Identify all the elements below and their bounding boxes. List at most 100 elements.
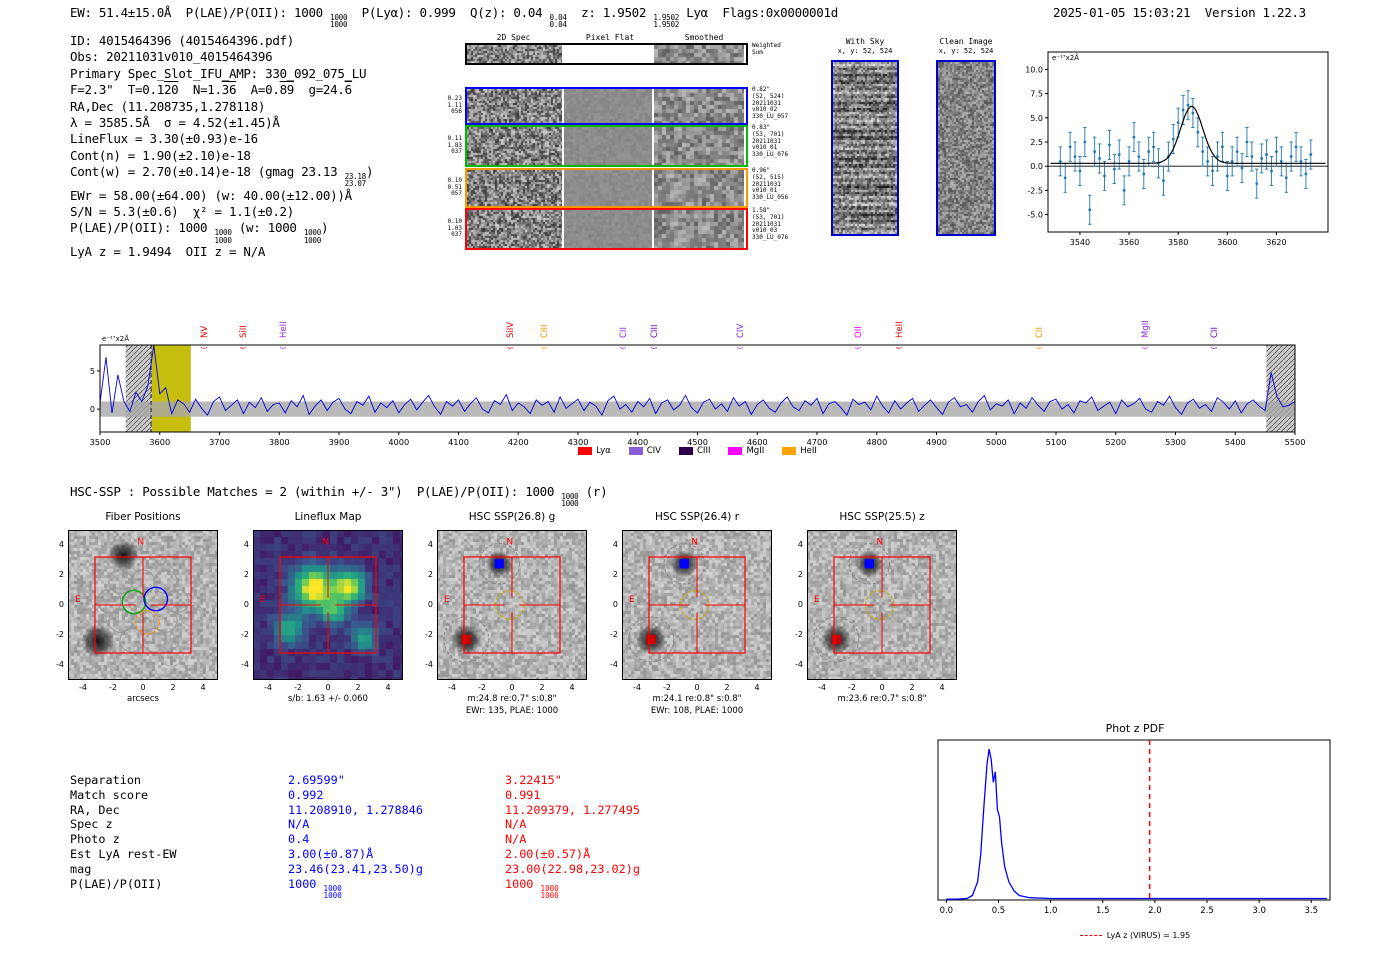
legend-label: HeII (800, 446, 817, 456)
svg-text:7.5: 7.5 (1030, 90, 1043, 99)
table-value-a: 0.4 (288, 832, 310, 847)
info-line-3: F=2.3" T=0.120 N=1.36 A=0.89 g=24.6 (70, 82, 352, 98)
table-label: Match score (70, 787, 149, 802)
cutout-overlay-2: NE (437, 530, 587, 680)
spec2d-row-3-right-notes: 0.96" (52, 515) 20211031 v010_01 330_LU_056 (752, 167, 789, 202)
cutout-caption2-2: EWr: 135, PLAE: 1000 (465, 706, 559, 716)
cutout-xtick: 4 (200, 683, 206, 692)
cutout-xtick: -2 (294, 683, 302, 692)
svg-text:2.5: 2.5 (1030, 138, 1043, 147)
info-line-0: ID: 4015464396 (4015464396.pdf) (70, 33, 294, 48)
svg-text:5400: 5400 (1225, 437, 1246, 447)
cutout-caption2-3: EWr: 108, PLAE: 1000 (650, 706, 744, 716)
emission-label-siii-1: SiII (238, 325, 249, 338)
spec2d-row-0-img-2 (654, 45, 744, 63)
cutout-image-2 (437, 530, 587, 680)
cutout-xtick: 0 (694, 683, 700, 692)
cutout-overlay-4: NE (807, 530, 957, 680)
spec2d-row-3-img-2 (654, 170, 744, 206)
cutout-ytick: 2 (58, 570, 64, 579)
emission-bracket-8: { (854, 346, 862, 350)
table-value-a: 3.00(±0.87)Å (288, 847, 374, 861)
emission-label-nv-0: NV (200, 325, 211, 338)
emission-label-siiv-3: SiIV (506, 321, 517, 338)
spectrum-legend-item-ciii: CIII (679, 446, 710, 456)
svg-text:N: N (322, 537, 329, 547)
spec2d-row-2-left-values: 0.11 1.83 037 (447, 135, 462, 156)
spec2d-row-0-img-1 (564, 45, 652, 63)
cutout-xtick: -4 (264, 683, 272, 692)
spec2d-row-1-img-2 (654, 89, 744, 123)
svg-text:2.5: 2.5 (1200, 906, 1214, 913)
spec2d-col-title-1: Pixel Flat (585, 33, 635, 42)
cutout-ytick: 0 (243, 600, 249, 609)
svg-text:4700: 4700 (807, 437, 828, 447)
cutout-ytick: 4 (58, 540, 64, 549)
table-value-a: 1000 1000 1000 (288, 876, 342, 900)
cutout-ytick: 4 (243, 540, 249, 549)
info-line-7: Cont(n) = 1.90(±2.10)e-18 (70, 147, 251, 163)
emission-bracket-9: { (896, 346, 904, 350)
spec2d-row-1-left-values: 0.23 1.11 056 (447, 95, 462, 116)
cutout-ytick: 4 (427, 540, 433, 549)
svg-text:0: 0 (90, 405, 95, 414)
cutout-image-0 (68, 530, 218, 680)
cutout-title-3: HSC SSP(26.4) r (654, 511, 740, 523)
table-value-b: 2.00(±0.57)Å (505, 847, 591, 861)
svg-text:0.0: 0.0 (940, 906, 954, 913)
cutout-ytick: 2 (427, 570, 433, 579)
spec2d-row-1-img-1 (564, 89, 652, 123)
cutout-xtick: 4 (385, 683, 391, 692)
table-value-a: 2.69599" (288, 773, 345, 787)
svg-text:N: N (506, 537, 513, 547)
clean-coords: x, y: 52, 524 (938, 47, 994, 55)
svg-text:3900: 3900 (329, 437, 350, 447)
cutout-ytick: 0 (797, 600, 803, 609)
svg-text:e⁻¹⁷x2Å: e⁻¹⁷x2Å (1052, 53, 1079, 62)
emission-label-cii-10: CII (1034, 327, 1045, 338)
legend-label: CIV (646, 446, 661, 456)
full-spectrum-chart: 5 0 3500 3600 3700 3800 3900 4000 4100 4200 4300 44… (90, 334, 1306, 447)
svg-text:3800: 3800 (269, 437, 290, 447)
cutout-ytick: -4 (795, 660, 803, 669)
svg-text:4000: 4000 (388, 437, 409, 447)
spec2d-col-title-2: Smoothed (684, 33, 724, 42)
spec2d-row-1 (465, 87, 748, 125)
cutout-caption1-2: m:24.8 re:0.7" s:0.8" (467, 694, 557, 704)
spec2d-row-0-img-0 (467, 45, 562, 63)
svg-text:2.0: 2.0 (1148, 906, 1162, 913)
cutout-ytick: -2 (56, 630, 64, 639)
table-label: P(LAE)/P(OII) (70, 876, 163, 891)
svg-text:4200: 4200 (508, 437, 529, 447)
emission-bracket-4: { (541, 346, 549, 350)
svg-text:3540: 3540 (1070, 238, 1090, 247)
info-line-11: P(LAE)/P(OII): 1000 1000 1000 (w: 1000 10… (70, 220, 329, 245)
svg-text:3560: 3560 (1119, 238, 1139, 247)
emission-label-cii-12: CII (1209, 327, 1220, 338)
emission-label-civ-7: CIV (736, 323, 747, 338)
cutout-ytick: 0 (427, 600, 433, 609)
cutout-title-1: Lineflux Map (294, 511, 362, 523)
spec2d-row-4-img-0 (467, 210, 562, 248)
legend-label: Lyα (596, 446, 611, 456)
svg-text:4100: 4100 (448, 437, 469, 447)
cutout-caption1-4: m:23.6 re:0.7" s:0.8" (837, 694, 927, 704)
svg-text:5100: 5100 (1046, 437, 1067, 447)
legend-label: CIII (697, 446, 711, 456)
cutout-title-2: HSC SSP(26.8) g (468, 511, 556, 523)
spec2d-row-4 (465, 208, 748, 250)
cutout-ytick: 4 (612, 540, 618, 549)
cutout-xtick: 2 (355, 683, 361, 692)
svg-text:-2.5: -2.5 (1027, 186, 1043, 195)
svg-text:N: N (876, 537, 883, 547)
cutout-xtick: -2 (848, 683, 856, 692)
cutout-xtick: 0 (879, 683, 885, 692)
photz-legend: LyA z (VIRUS) = 1.95 (925, 931, 1345, 940)
withsky-image (831, 60, 899, 236)
svg-text:4900: 4900 (926, 437, 947, 447)
legend-swatch-civ (628, 447, 643, 455)
spec2d-row-2-img-2 (654, 127, 744, 165)
